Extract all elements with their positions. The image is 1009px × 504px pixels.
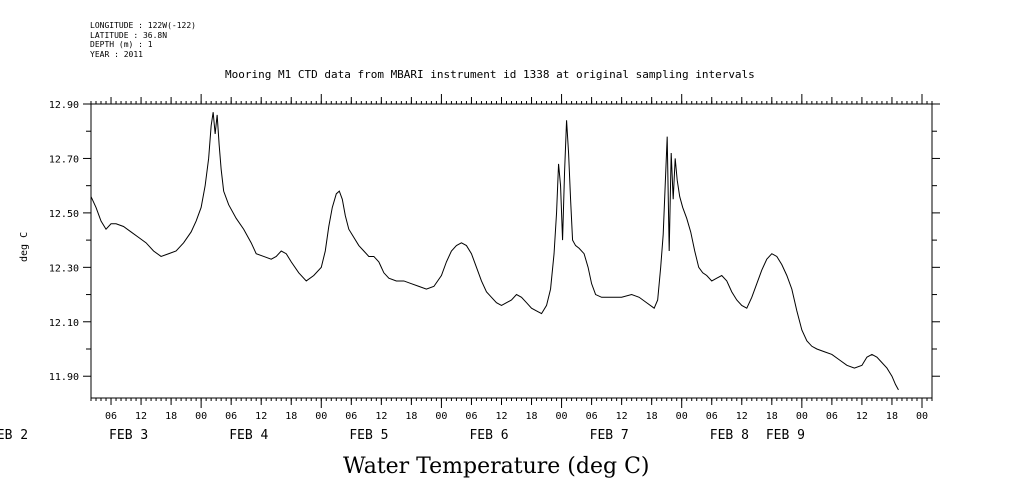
x-tick-label: 18 bbox=[886, 411, 898, 422]
y-tick-label: 12.30 bbox=[49, 263, 79, 274]
x-tick-label: 12 bbox=[856, 411, 868, 422]
y-tick-label: 12.50 bbox=[49, 209, 79, 220]
longitude-text: LONGITUDE : 122W(-122) bbox=[90, 21, 196, 30]
date-label: FEB 4 bbox=[229, 428, 268, 443]
date-label: FEB 9 bbox=[766, 428, 805, 443]
y-ticks: 12.90 12.70 12.50 12.30 12.10 11.90 bbox=[49, 100, 940, 383]
metadata-block: LONGITUDE : 122W(-122) LATITUDE : 36.8N … bbox=[90, 21, 196, 59]
x-tick-label: 12 bbox=[495, 411, 507, 422]
date-label: FEB 6 bbox=[469, 428, 508, 443]
date-label: FEB 5 bbox=[349, 428, 388, 443]
x-tick-label: 12 bbox=[616, 411, 628, 422]
x-tick-label: 18 bbox=[285, 411, 297, 422]
x-tick-label: 12 bbox=[135, 411, 147, 422]
x-tick-label: 00 bbox=[916, 411, 928, 422]
date-label: FEB 2 bbox=[0, 428, 28, 443]
y-tick-label: 12.90 bbox=[49, 100, 79, 111]
x-tick-label: 00 bbox=[796, 411, 808, 422]
x-tick-label: 06 bbox=[826, 411, 838, 422]
latitude-text: LATITUDE : 36.8N bbox=[90, 30, 168, 40]
x-ticks: 06 12 18 00 06 12 18 00 06 12 18 00 06 12 18 00 06 12 18 00… bbox=[0, 94, 928, 443]
x-tick-label: 06 bbox=[345, 411, 357, 422]
x-tick-label: 06 bbox=[225, 411, 237, 422]
y-tick-label: 11.90 bbox=[49, 372, 79, 383]
x-tick-label: 06 bbox=[586, 411, 598, 422]
x-tick-label: 06 bbox=[105, 411, 117, 422]
x-tick-label: 00 bbox=[435, 411, 447, 422]
x-axis-label: Water Temperature (deg C) bbox=[343, 454, 650, 479]
x-tick-label: 00 bbox=[556, 411, 568, 422]
x-tick-label: 00 bbox=[315, 411, 327, 422]
x-tick-label: 18 bbox=[766, 411, 778, 422]
date-label: FEB 8 bbox=[710, 428, 749, 443]
x-tick-label: 18 bbox=[165, 411, 177, 422]
minor-ticks bbox=[90, 101, 933, 401]
water-temperature-line bbox=[90, 112, 899, 391]
x-tick-label: 18 bbox=[405, 411, 417, 422]
chart-title: Mooring M1 CTD data from MBARI instrumen… bbox=[225, 68, 755, 81]
x-tick-label: 06 bbox=[706, 411, 718, 422]
x-tick-label: 18 bbox=[646, 411, 658, 422]
x-tick-label: 06 bbox=[465, 411, 477, 422]
date-label: FEB 3 bbox=[109, 428, 148, 443]
year-text: YEAR : 2011 bbox=[90, 49, 143, 59]
y-tick-label: 12.70 bbox=[49, 154, 79, 165]
x-tick-label: 12 bbox=[736, 411, 748, 422]
date-label: FEB 7 bbox=[590, 428, 629, 443]
x-tick-label: 00 bbox=[676, 411, 688, 422]
plot-frame bbox=[90, 103, 933, 399]
x-tick-label: 00 bbox=[195, 411, 207, 422]
x-tick-label: 12 bbox=[255, 411, 267, 422]
y-tick-label: 12.10 bbox=[49, 318, 79, 329]
x-tick-label: 12 bbox=[375, 411, 387, 422]
depth-text: DEPTH (m) : 1 bbox=[90, 40, 153, 49]
x-tick-label: 18 bbox=[526, 411, 538, 422]
